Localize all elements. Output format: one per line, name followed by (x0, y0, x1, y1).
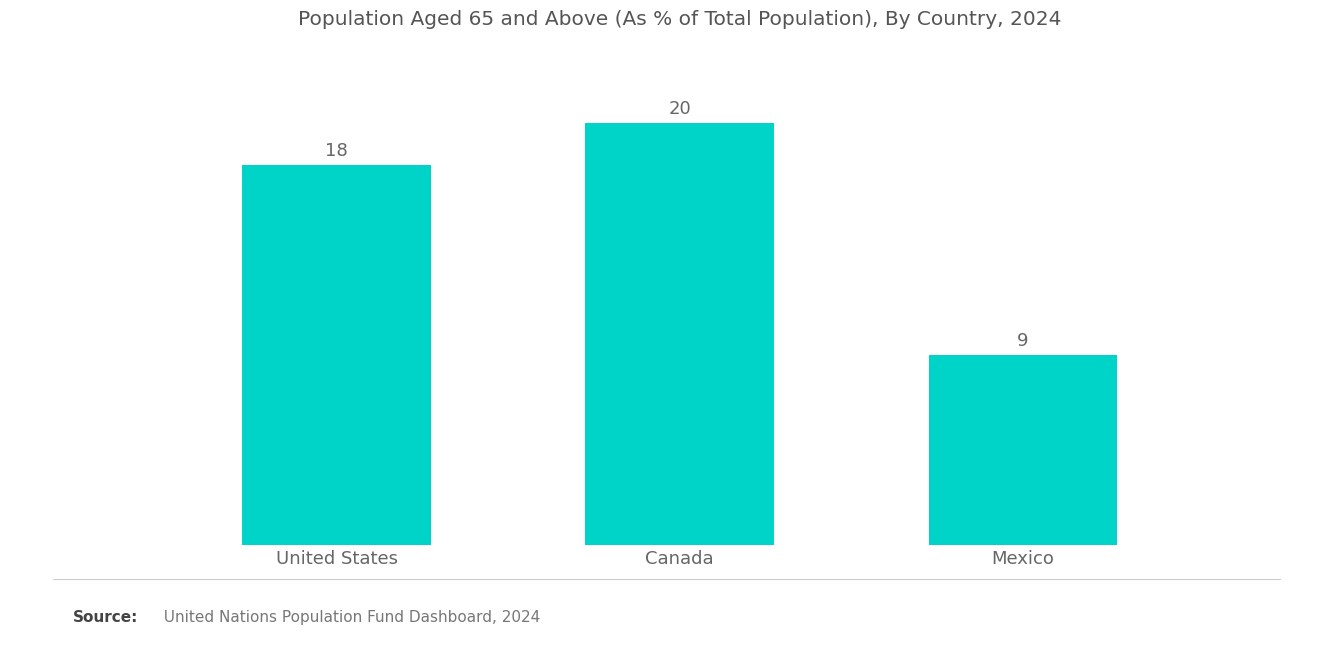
Title: Population Aged 65 and Above (As % of Total Population), By Country, 2024: Population Aged 65 and Above (As % of To… (298, 10, 1061, 29)
Text: Source:: Source: (73, 610, 139, 625)
Bar (242, 166, 430, 545)
Text: 20: 20 (668, 100, 692, 118)
Bar (585, 123, 774, 545)
Text: 18: 18 (325, 142, 348, 160)
Text: United Nations Population Fund Dashboard, 2024: United Nations Population Fund Dashboard… (154, 610, 541, 625)
Text: 9: 9 (1018, 332, 1028, 350)
Bar (928, 355, 1117, 545)
